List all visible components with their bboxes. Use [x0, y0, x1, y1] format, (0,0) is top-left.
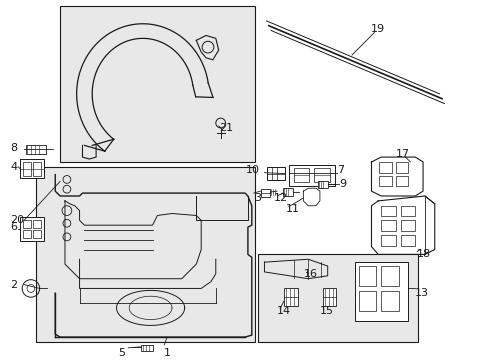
Bar: [26, 145, 45, 154]
Text: 17: 17: [395, 149, 409, 159]
Bar: [400, 206, 414, 216]
Bar: [395, 176, 407, 186]
Bar: [381, 291, 398, 311]
Text: 19: 19: [370, 24, 384, 33]
Text: 6: 6: [10, 222, 18, 232]
Bar: [293, 168, 308, 183]
Bar: [354, 262, 407, 320]
Text: 15: 15: [319, 306, 333, 316]
Bar: [400, 220, 414, 231]
Bar: [60, 6, 254, 162]
Bar: [322, 288, 336, 306]
Bar: [288, 165, 335, 186]
Bar: [400, 235, 414, 246]
Bar: [381, 235, 395, 246]
Text: 16: 16: [303, 269, 317, 279]
Bar: [23, 162, 31, 176]
Text: 12: 12: [274, 193, 288, 203]
Bar: [33, 230, 41, 238]
Text: 20: 20: [10, 215, 24, 225]
Bar: [313, 168, 329, 183]
Bar: [284, 288, 297, 306]
Bar: [381, 220, 395, 231]
Text: 9: 9: [339, 179, 346, 189]
Bar: [33, 220, 41, 228]
Text: 4: 4: [10, 162, 18, 172]
Bar: [141, 345, 152, 351]
Bar: [20, 217, 43, 241]
Text: 3: 3: [253, 193, 260, 203]
Bar: [379, 162, 391, 173]
Text: 11: 11: [285, 204, 299, 213]
Text: 13: 13: [414, 288, 428, 298]
Text: 8: 8: [10, 143, 18, 153]
Bar: [381, 266, 398, 285]
Text: 14: 14: [277, 306, 291, 316]
Text: 21: 21: [218, 123, 232, 133]
Bar: [20, 159, 43, 179]
Bar: [23, 220, 31, 228]
Bar: [317, 181, 327, 188]
Bar: [267, 167, 285, 180]
Text: 1: 1: [164, 348, 171, 358]
Bar: [283, 188, 292, 196]
Bar: [358, 291, 376, 311]
Bar: [33, 162, 41, 176]
Text: 7: 7: [337, 165, 344, 175]
Bar: [358, 266, 376, 285]
Bar: [379, 176, 391, 186]
Bar: [260, 189, 270, 197]
Bar: [257, 255, 417, 342]
Bar: [381, 206, 395, 216]
Text: 18: 18: [416, 249, 430, 260]
Bar: [23, 230, 31, 238]
Text: 10: 10: [245, 165, 260, 175]
Bar: [395, 162, 407, 173]
Text: 2: 2: [10, 280, 18, 289]
Bar: [36, 167, 254, 342]
Text: 5: 5: [118, 348, 125, 358]
